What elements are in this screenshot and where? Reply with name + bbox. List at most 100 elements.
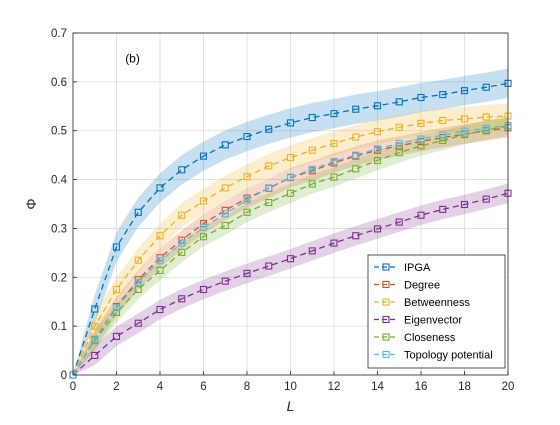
series-lines: [69, 79, 512, 379]
data-point: [134, 256, 142, 264]
data-point: [112, 304, 121, 312]
confidence-band: [73, 183, 508, 375]
legend-label: Topology potential: [404, 350, 493, 362]
data-point: [308, 165, 316, 173]
data-point: [199, 219, 208, 228]
data-point: [482, 113, 490, 121]
data-point: [308, 180, 316, 188]
data-point: [373, 128, 382, 136]
x-tick-label: 10: [284, 381, 297, 393]
legend-label: Closeness: [404, 332, 456, 344]
confidence-band: [73, 68, 508, 375]
y-tick-label: 0.4: [51, 175, 68, 187]
data-point: [178, 248, 186, 256]
data-point: [243, 173, 251, 181]
y-tick-label: 0.6: [51, 77, 67, 89]
legend-item: Closeness: [374, 332, 456, 344]
data-point: [178, 211, 186, 219]
legend: IPGA Degree Betweenness Eigenvector Closenes…: [367, 254, 506, 369]
legend-item: Topology potential: [374, 350, 493, 362]
data-point: [373, 156, 382, 165]
series-group: [69, 112, 512, 379]
data-point: [243, 269, 251, 277]
data-point: [373, 145, 382, 153]
series-line: [72, 127, 509, 376]
legend-marker: [382, 298, 390, 306]
series-line: [72, 124, 509, 376]
legend-item: Betweenness: [374, 297, 471, 309]
data-point: [395, 218, 403, 226]
data-point: [373, 102, 382, 110]
y-tick-label: 0.1: [51, 321, 67, 333]
x-tick-label: 2: [113, 381, 119, 393]
data-point: [156, 232, 164, 240]
x-axis-label: L: [287, 398, 295, 414]
data-point: [286, 173, 295, 181]
data-point: [286, 154, 295, 162]
data-point: [91, 322, 99, 330]
data-point: [417, 211, 425, 219]
data-point: [134, 285, 142, 294]
data-point: [178, 295, 186, 303]
data-point: [243, 208, 251, 216]
data-point: [199, 197, 208, 205]
legend-label: IPGA: [404, 262, 431, 274]
data-point: [460, 200, 469, 209]
axis-ticks: 0 2 4 6 8 10 12 14 16 18 20 0 0.1 0.2 0.3 0.4 0.5 0.6 0.7: [51, 28, 514, 393]
data-point: [439, 205, 447, 213]
data-point: [482, 195, 490, 203]
legend-item: Eigenvector: [374, 315, 462, 327]
data-point: [395, 149, 403, 157]
data-point: [439, 136, 447, 145]
data-point: [156, 184, 164, 192]
x-tick-label: 6: [200, 381, 206, 393]
data-point: [308, 146, 316, 154]
y-tick-label: 0.2: [51, 272, 67, 284]
data-point: [112, 285, 121, 294]
data-point: [352, 105, 360, 113]
data-point: [330, 139, 338, 147]
series-line: [72, 82, 509, 376]
data-point: [482, 83, 490, 91]
data-point: [91, 336, 99, 344]
data-point: [460, 115, 469, 123]
data-point: [243, 133, 251, 141]
data-point: [221, 141, 229, 149]
data-point: [134, 319, 142, 327]
data-point: [352, 151, 360, 159]
x-tick-label: 8: [244, 381, 250, 393]
x-tick-label: 4: [157, 381, 164, 393]
data-point: [417, 119, 425, 127]
data-point: [112, 243, 121, 251]
data-point: [199, 223, 208, 232]
series-line: [72, 125, 509, 376]
data-point: [330, 239, 338, 247]
x-tick-label: 20: [502, 381, 515, 393]
data-point: [178, 166, 186, 174]
data-point: [221, 184, 229, 192]
confidence-band: [73, 118, 508, 376]
data-point: [134, 278, 142, 286]
data-point: [286, 119, 295, 127]
y-axis-label: Φ: [23, 198, 39, 209]
data-point: [330, 173, 338, 181]
data-point: [286, 189, 295, 197]
data-point: [199, 233, 208, 241]
data-point: [265, 198, 273, 207]
data-point: [439, 91, 447, 99]
data-point: [482, 124, 490, 132]
data-point: [417, 142, 425, 150]
legend-label: Eigenvector: [404, 315, 462, 327]
data-point: [460, 127, 469, 135]
legend-marker: [382, 333, 390, 341]
data-point: [112, 332, 121, 340]
data-point: [330, 157, 338, 166]
legend-marker: [382, 263, 390, 271]
x-tick-label: 18: [458, 381, 471, 393]
data-point: [91, 305, 99, 313]
data-point: [91, 351, 99, 360]
data-point: [221, 221, 229, 230]
legend-marker: [382, 350, 390, 359]
